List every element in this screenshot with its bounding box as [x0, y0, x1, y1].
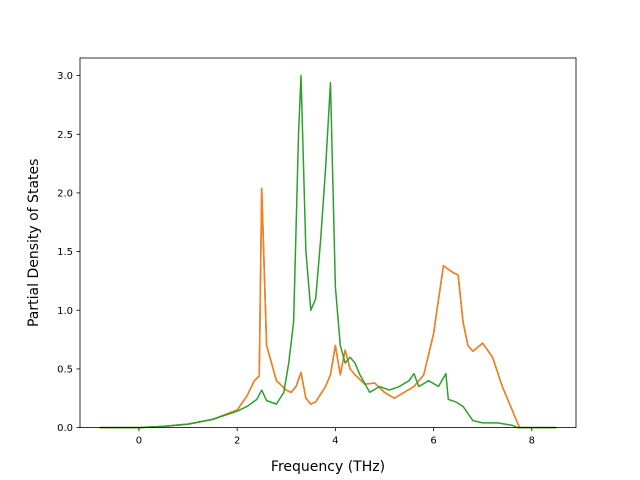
x-tick-label: 0: [136, 436, 142, 447]
axes-frame: [79, 57, 577, 429]
series-layer: [99, 74, 557, 429]
x-tick-label: 8: [529, 436, 535, 447]
y-tick-label: 2.0: [57, 188, 73, 199]
y-axis-label: Partial Density of States: [26, 159, 42, 327]
x-tick-label: 6: [430, 436, 436, 447]
y-tick-label: 1.5: [57, 247, 73, 258]
x-axis-label: Frequency (THz): [271, 459, 385, 475]
x-axis-ticks: 0 2 4 6 8: [136, 427, 535, 447]
y-tick-label: 2.5: [57, 130, 73, 141]
x-tick-label: 4: [332, 436, 338, 447]
series-line-2: [99, 187, 557, 429]
y-tick-label: 1.0: [57, 306, 73, 317]
y-tick-label: 3.0: [57, 71, 73, 82]
x-tick-label: 2: [234, 436, 240, 447]
y-axis-ticks: 0.0 0.5 1.0 1.5 2.0 2.5 3.0: [57, 71, 80, 434]
series-line-3: [99, 74, 557, 429]
y-tick-label: 0.5: [57, 364, 73, 375]
y-tick-label: 0.0: [57, 423, 73, 434]
